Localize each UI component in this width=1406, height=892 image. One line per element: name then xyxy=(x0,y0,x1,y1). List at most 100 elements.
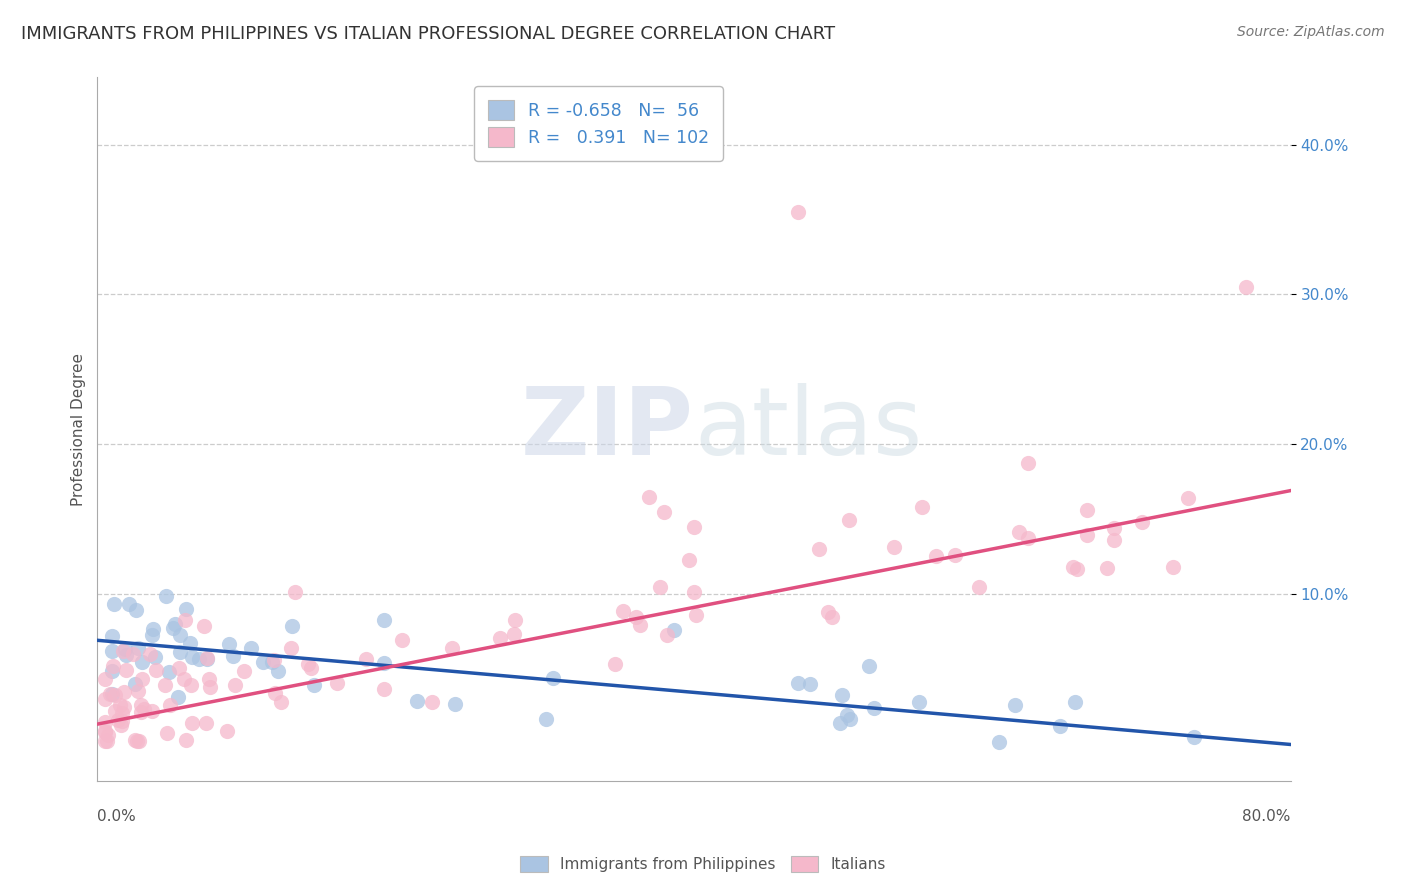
Point xyxy=(162,621,184,635)
Point xyxy=(174,732,197,747)
Point xyxy=(830,716,852,731)
Point xyxy=(179,636,201,650)
Y-axis label: Professional Degree: Professional Degree xyxy=(72,352,86,506)
Point xyxy=(110,706,132,720)
Point xyxy=(153,678,176,692)
Point xyxy=(650,580,672,594)
Point xyxy=(1017,532,1039,546)
Point xyxy=(267,665,290,679)
Point xyxy=(111,714,134,728)
Point xyxy=(1064,695,1087,709)
Point xyxy=(1132,515,1154,529)
Point xyxy=(101,688,124,702)
Point xyxy=(108,698,131,712)
Point xyxy=(98,687,121,701)
Point xyxy=(1102,533,1125,548)
Point xyxy=(270,695,292,709)
Point xyxy=(505,613,527,627)
Point xyxy=(101,659,124,673)
Point xyxy=(862,701,884,715)
Point xyxy=(117,597,139,611)
Point xyxy=(96,733,118,747)
Point xyxy=(283,585,305,599)
Point xyxy=(603,657,626,671)
Point xyxy=(652,504,675,518)
Point xyxy=(101,629,124,643)
Point xyxy=(180,678,202,692)
Point xyxy=(104,688,127,702)
Point xyxy=(115,648,138,662)
Point xyxy=(1076,527,1098,541)
Point xyxy=(125,733,148,747)
Point xyxy=(503,627,526,641)
Point xyxy=(628,618,651,632)
Point xyxy=(224,677,246,691)
Point xyxy=(1049,719,1071,733)
Point xyxy=(129,698,152,713)
Point xyxy=(163,617,186,632)
Point xyxy=(682,584,704,599)
Point xyxy=(122,647,145,661)
Point xyxy=(1008,524,1031,539)
Point xyxy=(1177,491,1199,506)
Point xyxy=(799,677,821,691)
Point xyxy=(1066,562,1088,576)
Text: ZIP: ZIP xyxy=(522,384,695,475)
Point xyxy=(685,608,707,623)
Point xyxy=(193,619,215,633)
Point xyxy=(110,718,132,732)
Point xyxy=(101,665,124,679)
Point xyxy=(304,678,326,692)
Point xyxy=(141,704,163,718)
Point xyxy=(169,628,191,642)
Point xyxy=(125,603,148,617)
Point xyxy=(94,724,117,739)
Point xyxy=(263,653,285,667)
Point xyxy=(1004,698,1026,713)
Point xyxy=(94,733,117,747)
Point xyxy=(911,500,934,514)
Point xyxy=(181,650,204,665)
Point xyxy=(124,676,146,690)
Point xyxy=(129,705,152,719)
Point xyxy=(252,655,274,669)
Point xyxy=(124,733,146,747)
Point xyxy=(167,661,190,675)
Point xyxy=(157,665,180,679)
Point xyxy=(114,663,136,677)
Point xyxy=(820,609,842,624)
Point xyxy=(807,541,830,556)
Point xyxy=(943,548,966,562)
Point xyxy=(107,713,129,727)
Legend: Immigrants from Philippines, Italians: Immigrants from Philippines, Italians xyxy=(513,848,893,880)
Point xyxy=(391,633,413,648)
Point xyxy=(817,605,839,619)
Point xyxy=(1182,730,1205,744)
Point xyxy=(173,672,195,686)
Point xyxy=(373,614,395,628)
Point xyxy=(534,712,557,726)
Point xyxy=(638,490,661,504)
Point xyxy=(145,663,167,677)
Point xyxy=(94,723,117,738)
Point xyxy=(260,655,283,669)
Point xyxy=(1102,521,1125,535)
Point xyxy=(354,652,377,666)
Point xyxy=(1017,456,1039,470)
Point xyxy=(195,652,218,666)
Point xyxy=(1161,560,1184,574)
Point xyxy=(662,623,685,637)
Point xyxy=(264,686,287,700)
Point xyxy=(969,580,991,594)
Point xyxy=(441,641,464,656)
Point xyxy=(925,549,948,563)
Point xyxy=(195,651,218,665)
Point xyxy=(139,648,162,662)
Point xyxy=(141,628,163,642)
Point xyxy=(97,728,120,742)
Text: Source: ZipAtlas.com: Source: ZipAtlas.com xyxy=(1237,25,1385,39)
Point xyxy=(655,628,678,642)
Point xyxy=(488,631,510,645)
Point xyxy=(174,602,197,616)
Point xyxy=(1097,561,1119,575)
